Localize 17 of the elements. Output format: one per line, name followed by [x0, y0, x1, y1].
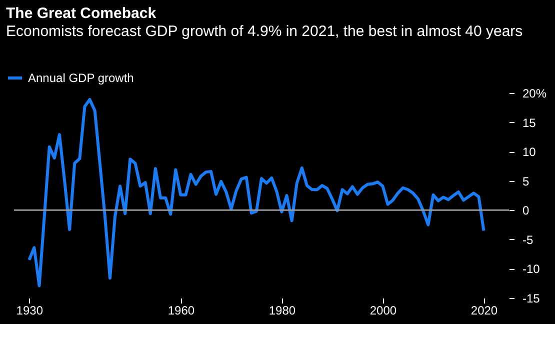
legend-label: Annual GDP growth [28, 71, 134, 85]
chart-title: The Great Comeback [6, 5, 157, 22]
y-tick-label: -10 [522, 262, 540, 276]
y-tick-label: -15 [522, 292, 540, 306]
x-tick-label: 1980 [268, 304, 296, 318]
y-tick-label: 0 [522, 204, 530, 218]
line-series [28, 98, 486, 288]
x-tick-label: 2020 [470, 304, 498, 318]
y-tick-label: 15 [522, 116, 536, 130]
y-tick-label: 20% [522, 86, 547, 100]
x-tick-label: 1930 [16, 304, 44, 318]
chart-subtitle: Economists forecast GDP growth of 4.9% in 2021, the best in almost 40 years [6, 23, 523, 40]
x-tick-label: 2000 [370, 304, 397, 318]
y-tick-label: -5 [522, 232, 534, 247]
x-tick-label: 1960 [168, 304, 195, 318]
y-tick-label: 10 [522, 145, 536, 160]
y-tick-label: 5 [522, 174, 530, 188]
